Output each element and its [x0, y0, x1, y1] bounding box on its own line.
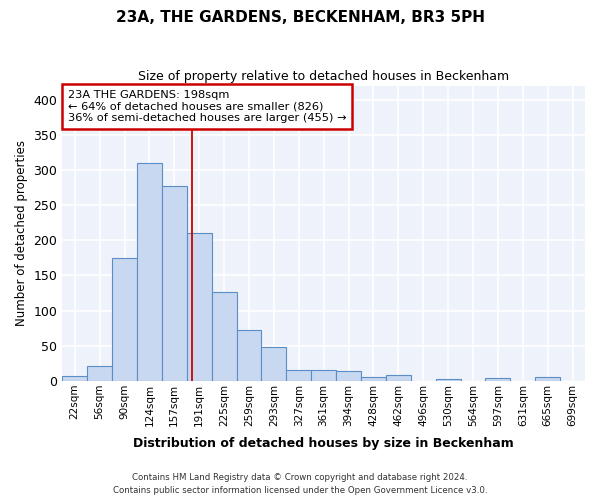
Title: Size of property relative to detached houses in Beckenham: Size of property relative to detached ho…: [138, 70, 509, 83]
Text: 23A, THE GARDENS, BECKENHAM, BR3 5PH: 23A, THE GARDENS, BECKENHAM, BR3 5PH: [115, 10, 485, 25]
Bar: [87, 366, 112, 381]
Y-axis label: Number of detached properties: Number of detached properties: [15, 140, 28, 326]
Bar: [62, 376, 87, 381]
Bar: [336, 371, 361, 381]
Text: Contains HM Land Registry data © Crown copyright and database right 2024.
Contai: Contains HM Land Registry data © Crown c…: [113, 474, 487, 495]
Bar: [436, 379, 461, 381]
Bar: [187, 234, 212, 381]
X-axis label: Distribution of detached houses by size in Beckenham: Distribution of detached houses by size …: [133, 437, 514, 450]
Bar: [361, 378, 386, 381]
Bar: [162, 186, 187, 381]
Bar: [286, 370, 311, 381]
Bar: [311, 370, 336, 381]
Bar: [236, 330, 262, 381]
Bar: [535, 378, 560, 381]
Text: 23A THE GARDENS: 198sqm
← 64% of detached houses are smaller (826)
36% of semi-d: 23A THE GARDENS: 198sqm ← 64% of detache…: [68, 90, 346, 123]
Bar: [262, 346, 286, 381]
Bar: [485, 378, 511, 381]
Bar: [386, 374, 411, 381]
Bar: [137, 163, 162, 381]
Bar: [212, 292, 236, 381]
Bar: [112, 258, 137, 381]
